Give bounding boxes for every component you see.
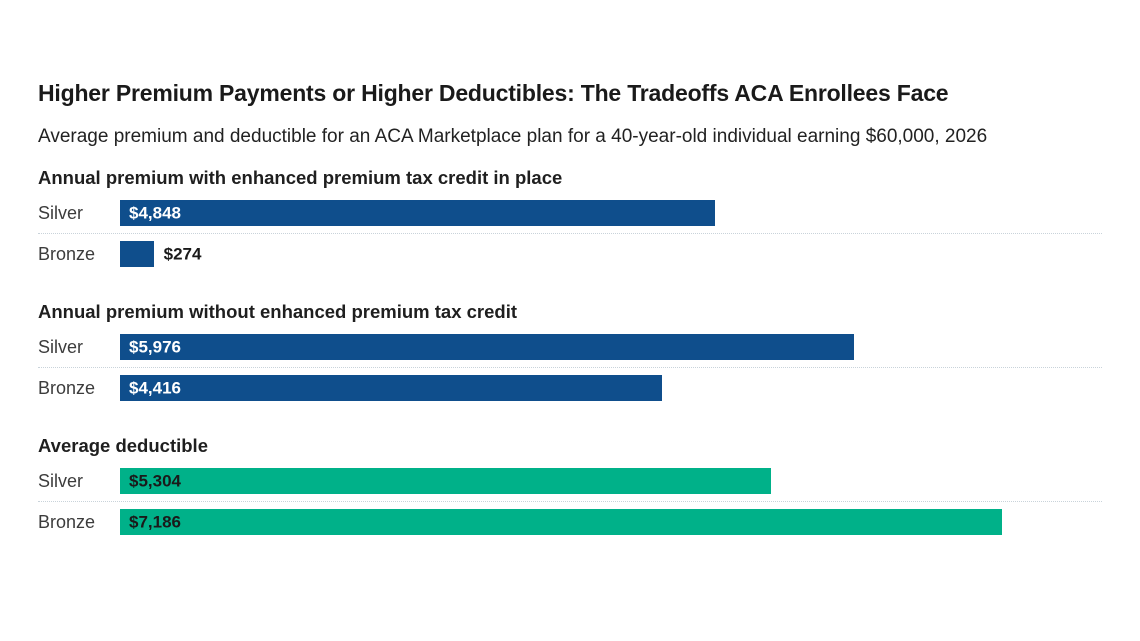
bar-row-bronze: Bronze $4,416 <box>38 367 1102 408</box>
chart-title: Higher Premium Payments or Higher Deduct… <box>38 80 949 106</box>
category-label: Silver <box>38 470 84 491</box>
value-label: $5,976 <box>129 337 181 356</box>
chart-subtitle: Average premium and deductible for an AC… <box>38 126 988 147</box>
value-label: $7,186 <box>129 512 181 532</box>
value-label: $274 <box>163 244 202 264</box>
value-label: $4,848 <box>129 203 181 222</box>
section-heading: Average deductible <box>38 435 208 456</box>
bar-track: $7,186 <box>120 509 1102 535</box>
bar-silver: $4,848 <box>120 199 716 226</box>
bar-track: $5,304 <box>120 467 1102 494</box>
value-label: $4,416 <box>129 378 181 398</box>
chart-page: Higher Premium Payments or Higher Deduct… <box>38 80 1102 542</box>
bar-row-silver: Silver $5,976 <box>38 326 1102 367</box>
bar-bronze: $7,186 <box>120 509 1003 535</box>
bar-silver: $5,304 <box>120 467 772 494</box>
bar-track: $4,848 <box>120 199 1102 226</box>
bar-row-bronze: Bronze $7,186 <box>38 501 1102 542</box>
bar-row-silver: Silver $5,304 <box>38 460 1102 501</box>
category-label: Bronze <box>38 378 96 398</box>
category-label: Bronze <box>38 244 96 264</box>
category-label: Bronze <box>38 512 96 532</box>
bar-row-bronze: Bronze $274 <box>38 233 1102 274</box>
value-label: $5,304 <box>129 471 181 490</box>
section-premium-without-credit: Annual premium without enhanced premium … <box>38 300 1102 408</box>
section-heading: Annual premium without enhanced premium … <box>38 301 518 322</box>
section-heading: Annual premium with enhanced premium tax… <box>38 167 563 188</box>
category-label: Silver <box>38 336 84 357</box>
bar-silver: $5,976 <box>120 333 854 360</box>
bar-track: $274 <box>120 241 1102 267</box>
section-premium-with-credit: Annual premium with enhanced premium tax… <box>38 166 1102 274</box>
bar-track: $4,416 <box>120 375 1102 401</box>
bar-bronze: $4,416 <box>120 375 663 401</box>
bar-track: $5,976 <box>120 333 1102 360</box>
bar-row-silver: Silver $4,848 <box>38 192 1102 233</box>
bar-bronze: $274 <box>120 241 201 267</box>
category-label: Silver <box>38 202 84 223</box>
section-average-deductible: Average deductible Silver $5,304 Bronze … <box>38 434 1102 542</box>
